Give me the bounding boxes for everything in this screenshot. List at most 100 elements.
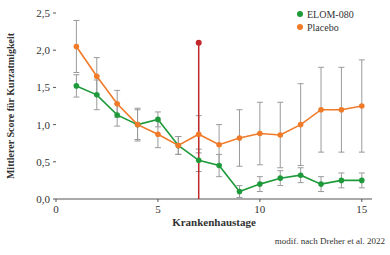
error-cap	[359, 152, 365, 153]
data-point	[196, 158, 202, 164]
y-tick	[53, 50, 56, 51]
error-cap	[298, 167, 304, 168]
error-cap	[298, 165, 304, 166]
data-point	[359, 103, 365, 109]
data-point	[257, 181, 263, 187]
error-cap	[338, 67, 344, 68]
error-cap	[257, 191, 263, 192]
data-point	[237, 189, 243, 195]
error-cap	[73, 74, 79, 75]
error-cap	[298, 83, 304, 84]
error-cap	[338, 152, 344, 153]
error-cap	[73, 72, 79, 73]
y-tick-label: 2,5	[36, 7, 50, 19]
error-cap	[338, 187, 344, 188]
error-cap	[277, 170, 283, 171]
error-cap	[94, 57, 100, 58]
error-cap	[318, 67, 324, 68]
data-point	[114, 101, 120, 107]
error-cap	[114, 90, 120, 91]
error-cap	[236, 166, 242, 167]
x-axis-label: Krankenhaustage	[172, 216, 256, 228]
error-cap	[318, 152, 324, 153]
error-cap	[318, 191, 324, 192]
y-tick	[53, 13, 56, 14]
x-tick-label: 15	[356, 203, 368, 215]
error-cap	[73, 97, 79, 98]
error-cap	[236, 185, 242, 186]
error-cap	[114, 126, 120, 127]
source: modif. nach Dreher et al. 2022	[275, 236, 385, 246]
y-axis-label: Mittlerer Score für Kurzatmigkeit	[5, 32, 16, 179]
error-cap	[359, 187, 365, 188]
data-point	[196, 131, 202, 137]
error-cap	[359, 172, 365, 173]
x-tick-label: 10	[254, 203, 266, 215]
data-point	[359, 178, 365, 184]
error-cap	[338, 172, 344, 173]
error-cap	[277, 185, 283, 186]
error-cap	[277, 102, 283, 103]
data-point	[216, 142, 222, 148]
error-cap	[236, 197, 242, 198]
x-tick-label: 5	[155, 203, 161, 215]
data-point	[298, 172, 304, 178]
data-point	[277, 132, 283, 138]
data-point	[257, 131, 263, 137]
error-cap	[135, 108, 141, 109]
error-cap	[155, 147, 161, 148]
error-cap	[94, 109, 100, 110]
data-point	[155, 131, 161, 137]
error-cap	[257, 176, 263, 177]
reference-line	[198, 43, 200, 199]
error-cap	[73, 20, 79, 21]
legend-label: ELOM-080	[307, 9, 354, 20]
error-cap	[257, 102, 263, 103]
data-point	[318, 107, 324, 113]
legend-marker	[297, 24, 303, 30]
y-tick	[53, 199, 56, 200]
data-point	[135, 122, 141, 128]
chart: 0 5 10 15 0,0 0,5 1,0 1,5 2,0 2,5 Krankenhaustage M…	[0, 0, 390, 255]
series-line	[76, 86, 361, 192]
data-point	[318, 181, 324, 187]
x-tick	[157, 199, 158, 202]
y-tick-label: 0,5	[36, 156, 50, 168]
error-cap	[175, 136, 181, 137]
error-cap	[216, 176, 222, 177]
data-point	[237, 135, 243, 141]
data-point	[94, 73, 100, 79]
data-point	[94, 92, 100, 98]
error-cap	[277, 167, 283, 168]
error-cap	[236, 109, 242, 110]
y-tick	[53, 87, 56, 88]
legend-label: Placebo	[307, 22, 339, 33]
y-tick	[53, 124, 56, 125]
error-cap	[359, 59, 365, 60]
x-tick-label: 0	[53, 203, 59, 215]
data-point	[298, 122, 304, 128]
y-tick-label: 1,5	[36, 81, 50, 93]
error-cap	[135, 140, 141, 141]
x-axis	[56, 199, 372, 200]
data-point	[277, 175, 283, 181]
error-cap	[175, 136, 181, 137]
data-point	[155, 117, 161, 123]
data-point	[135, 122, 141, 128]
y-tick	[53, 161, 56, 162]
data-point	[74, 44, 80, 50]
plot-area	[73, 20, 364, 199]
y-tick-label: 2,0	[36, 44, 50, 56]
error-cap	[175, 154, 181, 155]
legend-marker	[297, 11, 303, 17]
error-cap	[298, 182, 304, 183]
error-cap	[257, 164, 263, 165]
x-tick	[361, 199, 362, 202]
x-tick	[259, 199, 260, 202]
error-cap	[155, 111, 161, 112]
data-point	[176, 143, 182, 149]
legend: ELOM-080 Placebo	[297, 9, 354, 33]
data-point	[74, 83, 80, 89]
y-tick-label: 1,0	[36, 119, 50, 131]
y-tick-label: 0,0	[36, 193, 50, 205]
